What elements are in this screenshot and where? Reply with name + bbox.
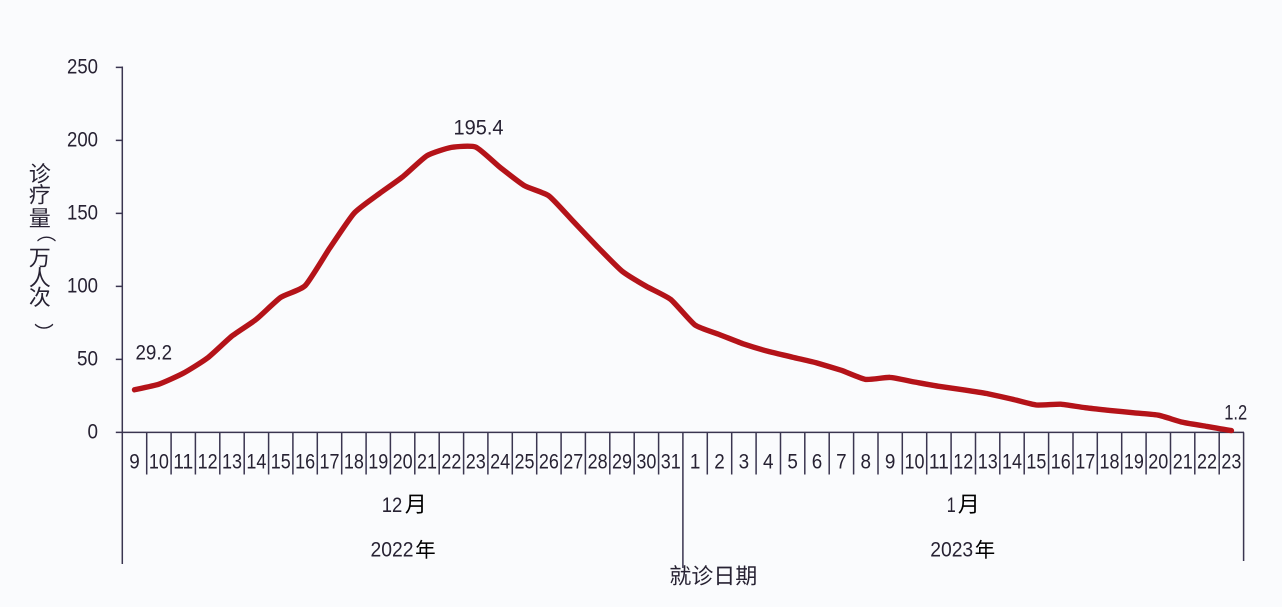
svg-text:5: 5 bbox=[787, 450, 798, 473]
svg-text:4: 4 bbox=[763, 450, 774, 473]
svg-text:12: 12 bbox=[953, 450, 973, 473]
svg-text:24: 24 bbox=[490, 450, 510, 473]
svg-text:18: 18 bbox=[1100, 450, 1120, 473]
svg-text:25: 25 bbox=[515, 450, 535, 473]
svg-text:1: 1 bbox=[947, 494, 956, 517]
svg-text:19: 19 bbox=[1124, 450, 1144, 473]
svg-text:7: 7 bbox=[836, 450, 847, 473]
svg-text:17: 17 bbox=[320, 450, 340, 473]
svg-text:29: 29 bbox=[612, 450, 632, 473]
svg-text:23: 23 bbox=[466, 450, 486, 473]
svg-text:2: 2 bbox=[714, 450, 725, 473]
svg-text:15: 15 bbox=[1026, 450, 1046, 473]
svg-text:31: 31 bbox=[661, 450, 681, 473]
svg-text:2023: 2023 bbox=[930, 539, 973, 562]
svg-text:9: 9 bbox=[129, 450, 140, 473]
svg-text:1: 1 bbox=[690, 450, 701, 473]
svg-text:22: 22 bbox=[1197, 450, 1217, 473]
svg-text:16: 16 bbox=[295, 450, 315, 473]
svg-text:250: 250 bbox=[67, 55, 98, 78]
svg-text:21: 21 bbox=[417, 450, 437, 473]
svg-text:11: 11 bbox=[173, 450, 193, 473]
svg-text:17: 17 bbox=[1075, 450, 1095, 473]
svg-text:50: 50 bbox=[77, 347, 98, 370]
svg-text:3: 3 bbox=[739, 450, 750, 473]
svg-text:12: 12 bbox=[382, 494, 403, 517]
svg-text:14: 14 bbox=[246, 450, 266, 473]
svg-text:14: 14 bbox=[1002, 450, 1022, 473]
svg-text:29.2: 29.2 bbox=[136, 342, 173, 365]
svg-text:2022: 2022 bbox=[371, 539, 414, 562]
svg-text:26: 26 bbox=[539, 450, 559, 473]
svg-text:100: 100 bbox=[67, 274, 98, 297]
svg-text:11: 11 bbox=[929, 450, 949, 473]
svg-text:23: 23 bbox=[1221, 450, 1241, 473]
svg-text:20: 20 bbox=[1148, 450, 1168, 473]
svg-text:16: 16 bbox=[1051, 450, 1071, 473]
svg-text:18: 18 bbox=[344, 450, 364, 473]
svg-text:27: 27 bbox=[563, 450, 583, 473]
svg-text:195.4: 195.4 bbox=[454, 116, 504, 139]
svg-text:150: 150 bbox=[67, 201, 98, 224]
svg-text:8: 8 bbox=[861, 450, 872, 473]
svg-text:30: 30 bbox=[636, 450, 656, 473]
svg-text:9: 9 bbox=[885, 450, 896, 473]
svg-text:1.2: 1.2 bbox=[1224, 402, 1247, 425]
svg-text:12: 12 bbox=[198, 450, 218, 473]
svg-text:22: 22 bbox=[441, 450, 461, 473]
svg-text:19: 19 bbox=[368, 450, 388, 473]
svg-text:0: 0 bbox=[88, 420, 99, 443]
svg-text:10: 10 bbox=[149, 450, 169, 473]
svg-text:13: 13 bbox=[978, 450, 998, 473]
svg-text:20: 20 bbox=[393, 450, 413, 473]
svg-text:15: 15 bbox=[271, 450, 291, 473]
svg-text:6: 6 bbox=[812, 450, 823, 473]
svg-text:13: 13 bbox=[222, 450, 242, 473]
svg-text:200: 200 bbox=[67, 128, 98, 151]
svg-text:28: 28 bbox=[588, 450, 608, 473]
svg-text:10: 10 bbox=[905, 450, 925, 473]
svg-text:21: 21 bbox=[1173, 450, 1193, 473]
